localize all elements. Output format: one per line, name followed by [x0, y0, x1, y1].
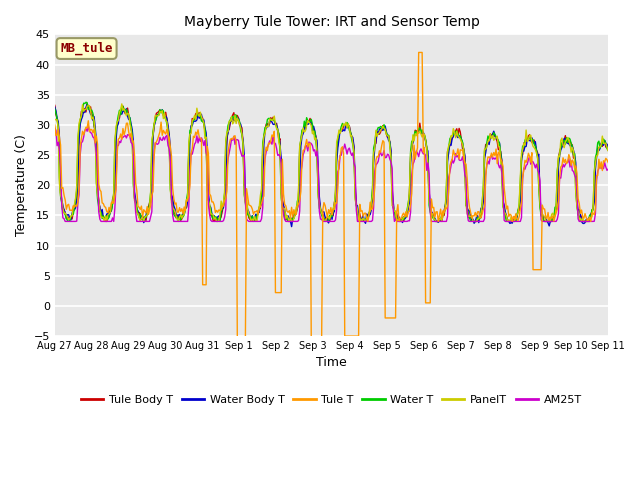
- Title: Mayberry Tule Tower: IRT and Sensor Temp: Mayberry Tule Tower: IRT and Sensor Temp: [184, 15, 479, 29]
- Text: MB_tule: MB_tule: [60, 42, 113, 55]
- Y-axis label: Temperature (C): Temperature (C): [15, 134, 28, 236]
- X-axis label: Time: Time: [316, 357, 347, 370]
- Legend: Tule Body T, Water Body T, Tule T, Water T, PanelT, AM25T: Tule Body T, Water Body T, Tule T, Water…: [77, 390, 586, 409]
